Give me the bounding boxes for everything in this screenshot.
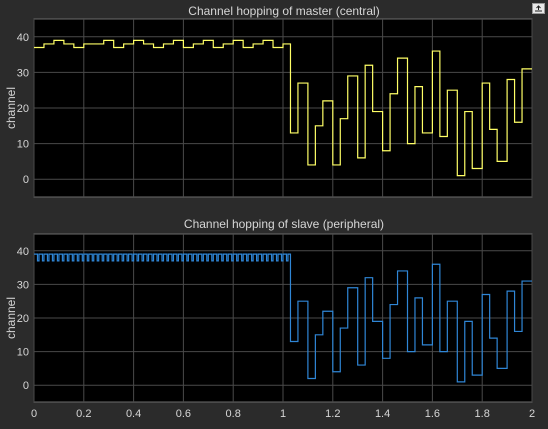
slave-x-tick-label: 0.6: [176, 408, 191, 420]
slave-plot-title: Channel hopping of slave (peripheral): [184, 217, 384, 231]
master-y-tick-labels: 0 10 20 30 40: [17, 32, 29, 186]
master-signal-line: [34, 39, 532, 177]
slave-signal-line: [34, 253, 532, 383]
master-plot-title: Channel hopping of master (central): [188, 4, 379, 18]
slave-y-tick-label: 20: [17, 313, 29, 325]
slave-x-tick-label: 1.8: [475, 408, 490, 420]
slave-y-tick-label: 30: [17, 279, 29, 291]
master-axes[interactable]: Channel hopping of master (central) 0 10 2…: [4, 4, 533, 198]
slave-x-tick-label: 1.6: [425, 408, 440, 420]
slave-x-tick-label: 0.4: [126, 408, 141, 420]
slave-y-tick-labels: 0 10 20 30 40: [17, 246, 29, 392]
slave-y-axis-label: channel: [4, 297, 18, 339]
undock-button[interactable]: [532, 1, 545, 14]
master-y-tick-label: 0: [23, 174, 29, 186]
slave-y-tick-label: 0: [23, 380, 29, 392]
slave-x-tick-label: 2: [529, 408, 535, 420]
master-series: [34, 39, 532, 177]
slave-x-tick-label: 0: [31, 408, 37, 420]
master-y-tick-label: 30: [17, 67, 29, 79]
slave-x-tick-label: 0.2: [76, 408, 91, 420]
slave-axes[interactable]: Channel hopping of slave (peripheral) 0 1…: [4, 217, 535, 420]
slave-y-tick-label: 40: [17, 246, 29, 258]
slave-x-tick-label: 1.2: [325, 408, 340, 420]
undock-arrow-icon: [532, 3, 545, 14]
slave-x-tick-labels: 0 0.2 0.4 0.6 0.8 1 1.2 1.4 1.6 1.8 2: [31, 408, 535, 420]
slave-x-tick-label: 1: [280, 408, 286, 420]
slave-y-tick-label: 10: [17, 347, 29, 359]
master-y-tick-label: 20: [17, 103, 29, 115]
master-y-axis-label: channel: [4, 87, 18, 129]
slave-x-tick-label: 0.8: [226, 408, 241, 420]
master-y-tick-label: 10: [17, 139, 29, 151]
master-y-tick-label: 40: [17, 32, 29, 44]
slave-x-tick-label: 1.4: [375, 408, 390, 420]
slave-series: [34, 253, 532, 383]
